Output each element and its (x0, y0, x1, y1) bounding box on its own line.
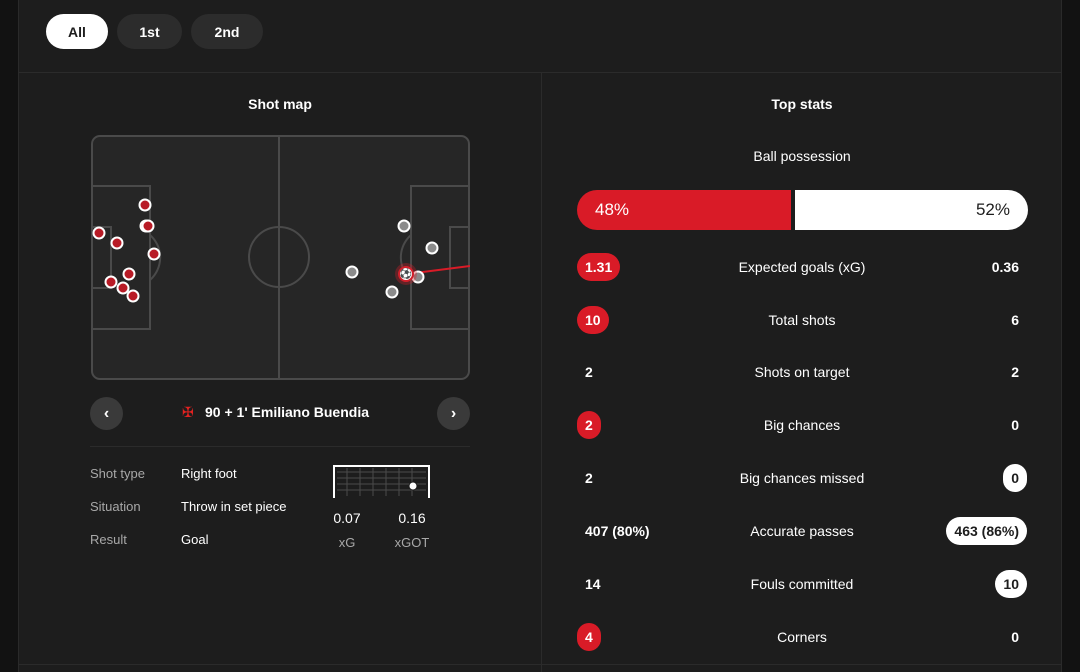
shot-marker[interactable] (110, 236, 124, 250)
tab-2nd[interactable]: 2nd (191, 14, 263, 49)
stat-name: Corners (777, 629, 827, 645)
stat-home-value: 4 (577, 623, 601, 651)
stat-row: Accurate passes 407 (80%) 463 (86%) (577, 517, 1027, 545)
stat-home-value: 2 (577, 411, 601, 439)
stat-row: Fouls committed 14 10 (577, 570, 1027, 598)
stat-away-value: 0.36 (991, 259, 1019, 275)
shot-marker[interactable] (104, 275, 118, 289)
stat-row: Big chances 2 0 (577, 411, 1027, 439)
chevron-right-icon: › (450, 404, 457, 422)
stat-row: Corners 4 0 (577, 623, 1027, 651)
shot-marker[interactable] (425, 241, 439, 255)
stat-home-value: 407 (80%) (585, 523, 650, 539)
possession-home: 48% (577, 190, 792, 230)
stat-home-value: 14 (585, 576, 601, 592)
stat-away-value: 0 (1003, 464, 1027, 492)
match-stats-card: All 1st 2nd Shot map (18, 0, 1062, 672)
stat-name: Expected goals (xG) (738, 259, 866, 275)
stat-row: Expected goals (xG) 1.31 0.36 (577, 253, 1027, 281)
stat-name: Shots on target (754, 364, 850, 380)
possession-label: Ball possession (753, 148, 851, 164)
stat-row: Shots on target 2 2 (577, 358, 1027, 386)
shot-marker[interactable] (116, 281, 130, 295)
bayer-leverkusen-crest-icon: ✠ (182, 404, 194, 420)
xgot-label: xGOT (394, 535, 430, 550)
tab-all[interactable]: All (46, 14, 108, 49)
period-tabs: All 1st 2nd (46, 14, 263, 49)
stat-name: Accurate passes (750, 523, 854, 539)
column-divider (541, 73, 542, 672)
shot-marker[interactable] (147, 247, 161, 261)
stat-name: Big chances missed (739, 470, 865, 486)
shot-map-title: Shot map (248, 96, 312, 112)
stat-name: Big chances (763, 417, 841, 433)
goal-frame-diagram (332, 464, 431, 498)
shot-map-pitch[interactable]: ⚽ (91, 135, 470, 380)
stat-home-value: 1.31 (577, 253, 621, 281)
previous-shot-button[interactable]: ‹ (90, 397, 123, 430)
situation-value: Throw in set piece (181, 499, 287, 514)
stat-home-value: 10 (577, 306, 609, 334)
stat-home-value: 2 (585, 364, 593, 380)
top-stats-title: Top stats (771, 96, 833, 112)
chevron-left-icon: ‹ (103, 404, 110, 422)
shot-details-divider (90, 446, 470, 447)
shot-type-label: Shot type (90, 466, 145, 481)
shot-marker[interactable] (122, 267, 136, 281)
pitch-lines (91, 135, 470, 380)
shot-marker[interactable] (138, 198, 152, 212)
situation-label: Situation (90, 499, 141, 514)
possession-bar: 48% 52% (577, 190, 1028, 230)
stat-row: Big chances missed 2 0 (577, 464, 1027, 492)
next-shot-button[interactable]: › (437, 397, 470, 430)
stat-away-value: 0 (1011, 629, 1019, 645)
stat-away-value: 463 (86%) (946, 517, 1027, 545)
shot-marker[interactable] (397, 219, 411, 233)
shot-marker[interactable] (385, 285, 399, 299)
selected-shot-label: 90 + 1' Emiliano Buendia (205, 404, 369, 420)
shot-marker[interactable] (126, 289, 140, 303)
stat-row: Total shots 10 6 (577, 306, 1027, 334)
bottom-divider (19, 664, 1061, 665)
xgot-value: 0.16 (398, 510, 426, 526)
shot-marker[interactable] (141, 219, 155, 233)
result-value: Goal (181, 532, 209, 547)
stat-name: Total shots (768, 312, 836, 328)
header-divider (19, 72, 1061, 73)
possession-away: 52% (795, 190, 1028, 230)
result-label: Result (90, 532, 127, 547)
tab-1st[interactable]: 1st (117, 14, 182, 49)
stat-name: Fouls committed (750, 576, 854, 592)
shot-marker[interactable] (92, 226, 106, 240)
shot-marker[interactable] (345, 265, 359, 279)
selected-shot-title: ✠ 90 + 1' Emiliano Buendia (179, 403, 369, 421)
shot-type-value: Right foot (181, 466, 237, 481)
xg-value: 0.07 (333, 510, 361, 526)
stat-away-value: 0 (1011, 417, 1019, 433)
stat-away-value: 2 (1011, 364, 1019, 380)
stat-away-value: 6 (1011, 312, 1019, 328)
xg-label: xG (338, 535, 356, 550)
selected-shot-ball-icon[interactable]: ⚽ (398, 266, 414, 282)
stat-away-value: 10 (995, 570, 1027, 598)
stat-home-value: 2 (585, 470, 593, 486)
